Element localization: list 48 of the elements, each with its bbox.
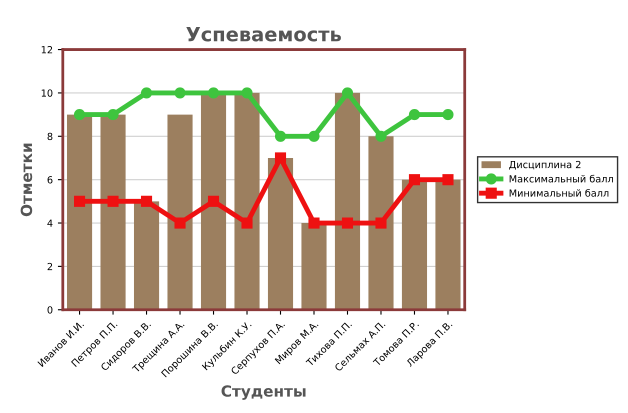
point	[375, 130, 387, 142]
point	[140, 196, 152, 207]
bar	[368, 136, 394, 310]
point	[375, 217, 387, 229]
point	[408, 174, 420, 186]
y-tick-label: 6	[48, 176, 52, 184]
point	[107, 196, 119, 207]
point	[308, 130, 320, 142]
point	[241, 217, 253, 229]
y-tick-label: 10	[42, 89, 52, 97]
bar	[66, 114, 92, 310]
point	[74, 109, 86, 120]
bar	[402, 180, 428, 310]
bar	[134, 201, 160, 310]
legend-label: Минимальный балл	[510, 189, 608, 197]
y-tick-label: 0	[48, 306, 52, 314]
point	[140, 87, 152, 98]
point	[342, 87, 354, 98]
point	[274, 152, 286, 164]
y-tick-label: 8	[48, 132, 52, 140]
point	[241, 87, 253, 98]
point	[208, 87, 220, 98]
bar	[301, 223, 327, 310]
point	[308, 217, 320, 229]
bar	[100, 114, 126, 310]
legend-label: Максимальный балл	[510, 174, 613, 182]
point	[442, 109, 454, 120]
y-tick-label: 12	[42, 46, 52, 54]
y-tick-label: 4	[47, 220, 53, 227]
chart-title: Успеваемость	[186, 27, 341, 42]
x-axis-title: Студенты	[222, 385, 306, 400]
y-axis-title: Отметки	[20, 144, 32, 216]
point	[74, 196, 86, 207]
legend-label: Дисциплина 2	[509, 160, 580, 170]
y-tick-label: 2	[48, 262, 52, 270]
point	[408, 109, 420, 120]
point	[442, 174, 454, 186]
bar	[234, 92, 260, 310]
point	[107, 109, 119, 120]
point	[274, 130, 286, 142]
point	[342, 217, 354, 229]
point	[208, 196, 220, 207]
bar	[268, 158, 294, 310]
point	[174, 217, 186, 229]
bar	[334, 92, 360, 310]
point	[174, 87, 186, 98]
bar	[167, 114, 193, 310]
bar	[435, 180, 461, 310]
